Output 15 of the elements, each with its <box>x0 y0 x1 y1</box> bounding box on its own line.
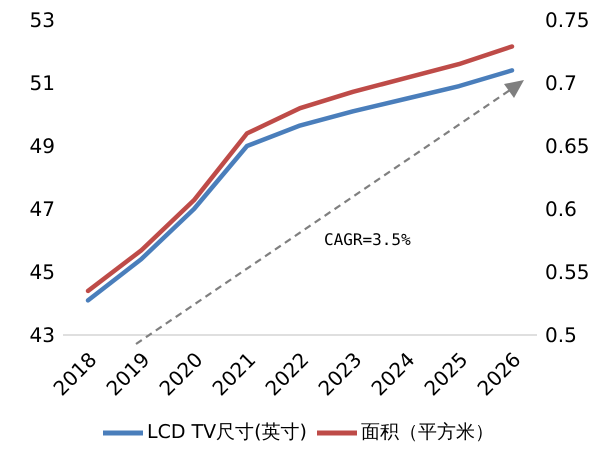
y-tick-label: 43 <box>30 323 55 348</box>
y-tick-label: 53 <box>30 8 55 32</box>
y2-tick-label: 0.7 <box>545 71 577 96</box>
annotation: CAGR=3.5% <box>324 230 411 249</box>
legend-label: LCD TV尺寸(英寸) <box>147 421 307 444</box>
y2-tick-label: 0.65 <box>545 134 590 158</box>
legend-label: 面积（平方米） <box>360 421 494 444</box>
y2-tick-label: 0.55 <box>545 260 590 284</box>
y-tick-label: 47 <box>30 197 55 222</box>
y-tick-label: 45 <box>30 260 55 284</box>
y2-tick-label: 0.6 <box>545 197 577 222</box>
y-tick-label: 51 <box>30 71 55 96</box>
y-tick-label: 49 <box>30 134 55 158</box>
y2-tick-label: 0.75 <box>545 8 590 32</box>
y2-tick-label: 0.5 <box>545 323 577 348</box>
